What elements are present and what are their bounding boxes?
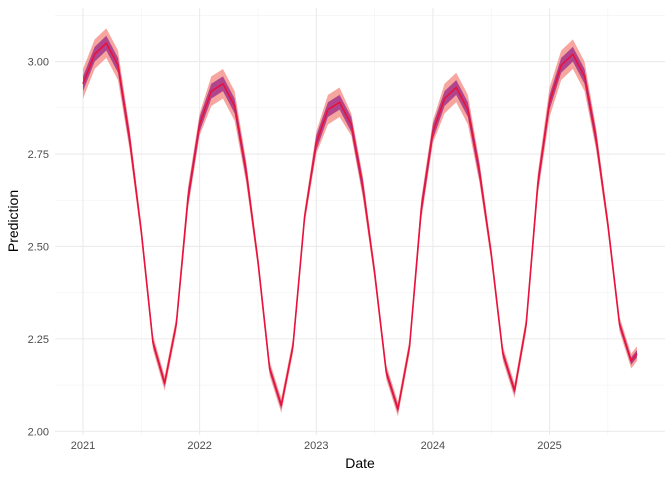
y-tick-label: 2.50 bbox=[28, 241, 49, 253]
interval-band bbox=[82, 35, 638, 413]
y-tick-label: 2.00 bbox=[28, 426, 49, 438]
line bbox=[82, 42, 638, 410]
y-tick-label: 2.75 bbox=[28, 149, 49, 161]
x-tick-label: 2022 bbox=[187, 440, 211, 452]
x-tick-label: 2023 bbox=[304, 440, 328, 452]
x-tick-label: 2024 bbox=[421, 440, 445, 452]
y-axis-title: Prediction bbox=[5, 190, 21, 252]
x-tick-label: 2021 bbox=[71, 440, 95, 452]
x-axis-title: Date bbox=[345, 455, 375, 471]
y-tick-label: 3.00 bbox=[28, 57, 49, 69]
x-tick-label: 2025 bbox=[537, 440, 561, 452]
y-tick-label: 2.25 bbox=[28, 334, 49, 346]
